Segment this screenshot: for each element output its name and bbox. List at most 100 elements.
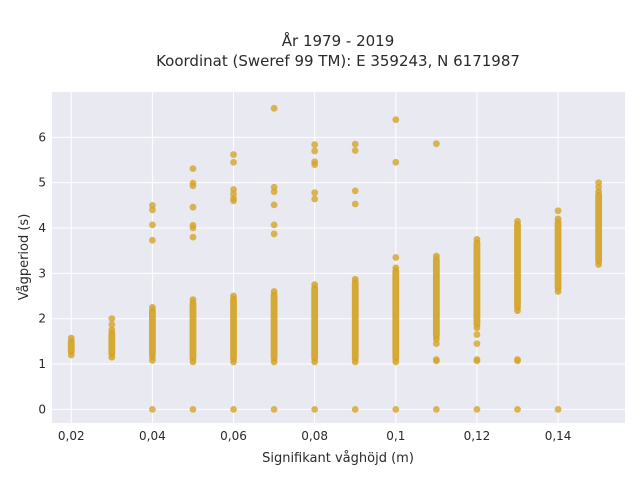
data-point bbox=[392, 405, 400, 413]
chart-title-line-2: Koordinat (Sweref 99 TM): E 359243, N 61… bbox=[156, 52, 520, 70]
data-point bbox=[270, 405, 278, 413]
data-point-band bbox=[311, 284, 319, 362]
data-point bbox=[473, 340, 481, 348]
data-point bbox=[595, 260, 603, 268]
data-point bbox=[432, 140, 440, 148]
plot-area bbox=[52, 92, 625, 423]
data-point-band bbox=[67, 338, 75, 355]
data-point bbox=[432, 340, 440, 348]
y-tick-label: 3 bbox=[38, 266, 46, 280]
data-point bbox=[189, 296, 197, 304]
data-point-band bbox=[149, 307, 156, 358]
data-point bbox=[230, 358, 237, 366]
x-tick-label: 0,12 bbox=[464, 429, 491, 443]
y-axis-label: Vågperiod (s) bbox=[17, 214, 32, 301]
y-tick-label: 2 bbox=[38, 312, 46, 326]
data-point bbox=[67, 334, 75, 342]
data-point-band bbox=[392, 267, 400, 362]
y-tick-label: 0 bbox=[38, 402, 46, 416]
data-point bbox=[473, 324, 481, 332]
data-point bbox=[270, 183, 278, 191]
data-point bbox=[514, 405, 521, 413]
data-point bbox=[311, 281, 319, 289]
data-point bbox=[189, 203, 197, 211]
data-point bbox=[270, 201, 278, 209]
data-point bbox=[351, 275, 359, 283]
data-point bbox=[270, 221, 278, 229]
data-point bbox=[595, 179, 603, 187]
data-point bbox=[514, 307, 521, 314]
data-point bbox=[351, 358, 359, 366]
data-point bbox=[392, 116, 400, 124]
data-point bbox=[67, 351, 75, 359]
data-point bbox=[108, 326, 116, 334]
data-point bbox=[230, 292, 237, 300]
y-tick-label: 5 bbox=[38, 176, 46, 190]
data-point bbox=[230, 151, 237, 158]
data-point bbox=[230, 158, 237, 166]
data-point bbox=[149, 236, 156, 244]
x-tick-label: 0,1 bbox=[386, 429, 405, 443]
data-point bbox=[230, 186, 237, 193]
data-point bbox=[554, 215, 562, 223]
data-point-band bbox=[230, 296, 237, 362]
data-point-band bbox=[189, 299, 197, 362]
data-point bbox=[351, 147, 359, 154]
y-tick-label: 6 bbox=[38, 130, 46, 144]
data-point bbox=[108, 353, 116, 361]
data-point bbox=[230, 405, 237, 413]
x-axis-label: Signifikant våghöjd (m) bbox=[262, 451, 414, 466]
data-point bbox=[554, 288, 562, 295]
data-point bbox=[554, 207, 562, 215]
x-tick-label: 0,02 bbox=[58, 429, 85, 443]
data-point bbox=[311, 141, 319, 148]
data-point bbox=[473, 331, 481, 338]
y-axis-ticks: 0 1 2 3 4 5 6 bbox=[38, 130, 46, 416]
data-point bbox=[149, 303, 156, 311]
data-point bbox=[392, 358, 400, 366]
data-point bbox=[514, 217, 521, 225]
data-point bbox=[311, 147, 319, 155]
data-point bbox=[432, 252, 440, 260]
x-axis-ticks: 0,02 0,04 0,06 0,08 0,1 0,12 0,14 bbox=[58, 429, 572, 443]
data-point bbox=[351, 405, 359, 413]
data-point bbox=[311, 158, 319, 166]
x-tick-label: 0,14 bbox=[545, 429, 572, 443]
data-point-band bbox=[108, 330, 116, 358]
data-point bbox=[149, 201, 156, 209]
data-point-band bbox=[595, 191, 603, 265]
data-point-band bbox=[473, 239, 481, 328]
data-point bbox=[473, 235, 481, 243]
data-point bbox=[149, 221, 156, 229]
data-point-band bbox=[432, 256, 440, 340]
data-point-band bbox=[270, 291, 278, 362]
data-point bbox=[432, 405, 440, 413]
data-point-band bbox=[351, 279, 359, 362]
data-point bbox=[189, 233, 197, 241]
x-tick-label: 0,06 bbox=[220, 429, 247, 443]
data-point bbox=[189, 221, 197, 229]
data-point bbox=[473, 405, 481, 413]
data-point bbox=[311, 405, 319, 413]
data-point bbox=[149, 405, 156, 413]
data-point bbox=[311, 358, 319, 366]
data-point bbox=[270, 358, 278, 366]
data-point bbox=[392, 264, 400, 272]
data-point bbox=[554, 405, 562, 413]
data-point bbox=[189, 165, 197, 173]
data-point bbox=[351, 187, 359, 195]
data-point bbox=[270, 104, 278, 112]
data-point bbox=[311, 189, 319, 197]
data-point bbox=[473, 356, 481, 363]
y-tick-label: 1 bbox=[38, 357, 46, 371]
data-point bbox=[351, 200, 359, 208]
data-point bbox=[149, 357, 156, 364]
data-point bbox=[189, 179, 197, 187]
data-point bbox=[189, 358, 197, 366]
data-point-band bbox=[554, 218, 562, 292]
data-point bbox=[351, 140, 359, 148]
y-tick-label: 4 bbox=[38, 221, 46, 235]
data-point bbox=[270, 230, 278, 238]
data-point bbox=[392, 254, 400, 261]
data-point bbox=[432, 356, 440, 363]
